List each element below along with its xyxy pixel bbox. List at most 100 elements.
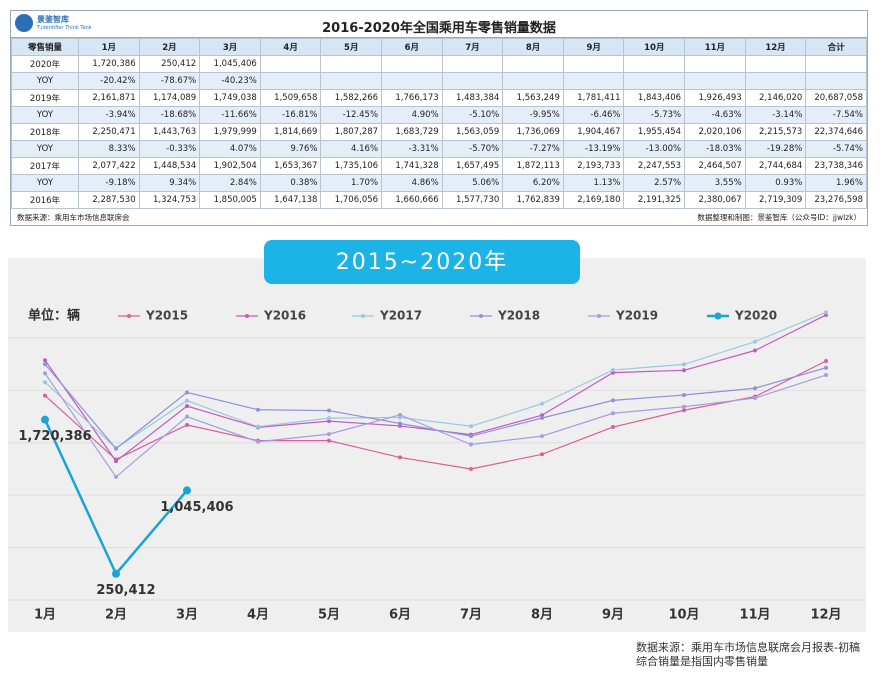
table-row: 2020年 1,720,386 250,412 1,045,406: [11, 55, 867, 73]
table-cell: 1月: [78, 38, 140, 56]
table-cell: 9.76%: [259, 140, 322, 158]
table-row: 2018年 2,250,471 1,443,763 1,979,999 1,814,66…: [11, 123, 867, 141]
table-cell: -7.54%: [805, 106, 867, 124]
table-row: YOY -9.18% 9.34% 2.84% 0.38% 1.70% 4.86% 5.06% 6…: [11, 174, 867, 192]
legend-label: Y2017: [379, 309, 422, 323]
point: [682, 408, 686, 413]
table-cell: -40.23%: [199, 72, 261, 90]
point: [43, 358, 47, 363]
point: [327, 419, 331, 424]
table-title: 2016-2020年全国乘用车零售销量数据: [322, 21, 556, 36]
table-cell: 2016年: [11, 191, 79, 209]
table-cell: -18.68%: [138, 106, 201, 124]
table-cell: -5.74%: [805, 140, 867, 158]
table-row: YOY 8.33% -0.33% 4.07% 9.76% 4.16% -3.31% -5.70…: [11, 140, 867, 158]
table-cell: -20.42%: [78, 72, 140, 90]
legend-marker: [597, 314, 601, 318]
title-box: [264, 240, 580, 284]
table-cell: 4月: [259, 38, 322, 56]
x-tick-label: 12月: [810, 608, 841, 623]
table-footer: 数据来源：乘用车市场信息联席会 数据整理和制图：景鉴智库（公众号ID：jjwlz…: [11, 209, 867, 225]
table-cell: -7.27%: [502, 140, 564, 158]
x-tick-label: 11月: [739, 608, 770, 623]
table-cell: -3.14%: [744, 106, 807, 124]
table-cell: [381, 72, 443, 90]
table-row: 2016年 2,287,530 1,324,753 1,850,005 1,647,13…: [11, 191, 867, 209]
table-cell: -19.28%: [744, 140, 807, 158]
table-cell: [502, 72, 564, 90]
legend-label: Y2015: [145, 309, 188, 323]
point: [43, 362, 47, 367]
table-cell: -16.81%: [259, 106, 322, 124]
point: [753, 386, 757, 391]
table-title-row: 景鉴智库 T.identifier Think Tank 2016-2020年全…: [11, 11, 867, 38]
point: [824, 310, 828, 315]
table-cell: 2.57%: [623, 174, 686, 192]
table-cell: 23,276,598: [805, 191, 867, 209]
table-cell: 4.16%: [320, 140, 383, 158]
point: [327, 408, 331, 413]
table-grid: 零售销量 1月 2月 3月 4月 5月 6月 7月 8月 9月 10月 11月 12月 合计 2020年 1,…: [11, 38, 867, 209]
legend-label: Y2016: [263, 309, 306, 323]
series-line: [44, 311, 827, 449]
table-cell: -9.18%: [78, 174, 140, 192]
legend-marker: [714, 312, 722, 320]
table-cell: [441, 72, 504, 90]
x-tick-label: 3月: [176, 608, 198, 623]
point: [682, 362, 686, 367]
chart-title: 2015~2020年: [336, 250, 508, 275]
table-cell: 7月: [441, 38, 504, 56]
point: [824, 365, 828, 370]
point: [112, 569, 120, 578]
point: [114, 474, 118, 479]
x-tick-label: 8月: [531, 608, 553, 623]
point: [753, 396, 757, 401]
table-cell: YOY: [11, 106, 79, 124]
data-label: 250,412: [96, 583, 155, 598]
point: [327, 416, 331, 421]
logo-name: 景鉴智库: [37, 14, 69, 24]
note: 综合销量是指国内零售销量: [636, 654, 768, 668]
point: [256, 407, 260, 412]
table-cell: 4.86%: [381, 174, 443, 192]
logo-subtitle: T.identifier Think Tank: [37, 24, 92, 31]
logo-icon: [15, 14, 33, 32]
x-tick-label: 1月: [34, 608, 56, 623]
legend-marker: [127, 314, 131, 318]
point: [611, 368, 615, 373]
table-cell: 8.33%: [78, 140, 140, 158]
x-tick-label: 2月: [105, 608, 127, 623]
point: [682, 393, 686, 398]
point: [114, 446, 118, 451]
point: [753, 339, 757, 344]
table-row: YOY -20.42% -78.67% -40.23%: [11, 72, 867, 90]
point: [327, 438, 331, 443]
point: [540, 434, 544, 439]
point: [183, 486, 191, 495]
table-cell: 9月: [562, 38, 625, 56]
table-cell: YOY: [11, 174, 79, 192]
data-label: 1,720,386: [18, 429, 91, 444]
logo: 景鉴智库 T.identifier Think Tank: [15, 14, 92, 32]
table-cell: 合计: [805, 38, 867, 56]
legend-label: Y2020: [734, 309, 777, 323]
x-tick-label: 6月: [389, 608, 411, 623]
table-cell: 5月: [320, 38, 383, 56]
point: [540, 416, 544, 421]
x-tick-label: 4月: [247, 608, 269, 623]
point: [611, 425, 615, 430]
legend-marker: [361, 314, 365, 318]
point: [114, 459, 118, 464]
table-row: 零售销量 1月 2月 3月 4月 5月 6月 7月 8月 9月 10月 11月 12月 合计: [11, 38, 867, 56]
point: [540, 413, 544, 418]
point: [398, 455, 402, 460]
point: [469, 466, 473, 471]
legend-marker: [245, 314, 249, 318]
x-tick-label: 5月: [318, 608, 340, 623]
table-cell: 4.90%: [381, 106, 443, 124]
table-cell: [744, 72, 807, 90]
table-cell: 2,191,325: [623, 191, 686, 209]
point: [256, 424, 260, 429]
point: [824, 373, 828, 378]
